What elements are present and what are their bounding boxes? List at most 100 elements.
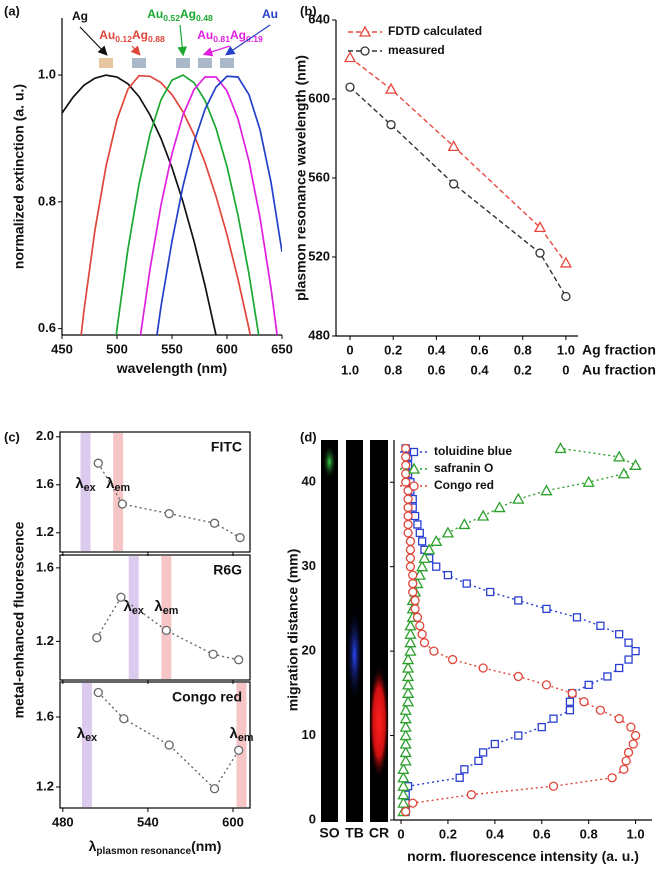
legend-label: FDTD calculated — [388, 24, 482, 38]
marker — [209, 784, 220, 794]
annotation-arrow — [79, 26, 108, 56]
marker — [432, 562, 441, 571]
legend-marker — [360, 46, 370, 56]
x-tick-label: 650 — [271, 341, 293, 356]
marker — [549, 714, 558, 723]
marker — [462, 579, 471, 588]
marker — [386, 120, 396, 130]
marker — [478, 663, 488, 673]
marker — [619, 764, 629, 774]
peak-swatch — [176, 58, 190, 68]
marker — [535, 248, 545, 258]
marker — [401, 460, 411, 470]
series-line — [115, 74, 260, 335]
marker — [399, 712, 412, 724]
band-label: λex — [77, 725, 97, 744]
marker — [584, 680, 593, 690]
marker — [621, 756, 631, 766]
y-tick-label: 1.2 — [36, 524, 54, 539]
marker — [629, 458, 642, 470]
marker — [405, 536, 416, 546]
band-label: λem — [106, 475, 130, 494]
marker — [403, 511, 413, 521]
y-tick-label: 560 — [308, 169, 330, 184]
marker — [631, 646, 640, 656]
marker — [607, 773, 617, 783]
x-tick-label: 0 — [346, 342, 353, 357]
marker — [512, 492, 525, 504]
marker — [417, 537, 427, 546]
band — [236, 683, 247, 807]
marker — [490, 739, 500, 749]
y-tick-label: 1.6 — [36, 559, 54, 574]
marker — [486, 587, 495, 597]
y-axis-label: normalized extinction (a. u.) — [11, 84, 27, 269]
marker — [401, 653, 415, 665]
marker — [419, 638, 430, 648]
series-line — [62, 74, 217, 335]
peak-swatch — [220, 58, 234, 68]
marker — [405, 553, 416, 563]
x2-tick-label: 0.4 — [471, 362, 490, 377]
marker — [537, 722, 546, 732]
y-axis-label: metal-enhanced fluorescence — [11, 521, 27, 718]
panel-label: (d) — [300, 429, 317, 444]
gel-lanes: SO TB CR — [319, 440, 389, 841]
x-tick-label: 0 — [397, 826, 404, 841]
series-line — [349, 86, 567, 297]
series-line — [156, 75, 282, 335]
marker — [624, 655, 633, 664]
marker — [401, 686, 415, 698]
marker — [343, 51, 357, 63]
marker — [164, 740, 174, 750]
lane-band — [346, 605, 363, 705]
x-tick-label: 0.4 — [427, 342, 446, 357]
annotation-arrow — [130, 45, 141, 56]
series-line — [139, 76, 278, 335]
band-label: λem — [230, 725, 254, 744]
marker — [614, 714, 624, 724]
marker — [401, 661, 415, 673]
x-tick-label: 550 — [161, 341, 183, 356]
y-tick-label: 2.0 — [36, 428, 54, 443]
x2-tick-label: 0.8 — [384, 362, 402, 377]
x-tick-label: 0.6 — [533, 826, 551, 841]
series-annotation: Ag — [72, 9, 88, 23]
band — [161, 556, 172, 679]
x-axis-label: Ag fraction — [582, 342, 656, 358]
marker — [430, 534, 443, 546]
lane — [321, 440, 338, 822]
series-annotation: Au0.52Ag0.48 — [147, 7, 213, 23]
marker — [474, 756, 483, 766]
legend-marker — [409, 481, 419, 491]
marker — [92, 633, 102, 643]
y-axis-label: migration distance (mm) — [285, 549, 301, 712]
legend-label: Congo red — [434, 478, 494, 492]
marker — [235, 532, 245, 543]
marker — [117, 499, 128, 509]
x2-tick-label: 1.0 — [341, 362, 359, 377]
marker — [403, 486, 413, 496]
marker — [397, 779, 410, 791]
marker — [443, 570, 453, 580]
band-label: λex — [124, 598, 144, 617]
marker — [455, 773, 464, 782]
peak-swatch — [99, 58, 113, 68]
marker — [404, 619, 417, 631]
y-tick-label: 30 — [302, 558, 316, 573]
marker — [513, 671, 523, 682]
marker — [408, 798, 418, 808]
y-tick-label: 1.2 — [36, 633, 54, 648]
marker — [441, 526, 455, 538]
y-tick-label: 40 — [302, 474, 316, 489]
y-tick-label: 1.6 — [36, 476, 54, 491]
marker — [403, 528, 413, 538]
panel-label: (a) — [4, 3, 20, 18]
y-axis-label: plasmon resonance wavelength (nm) — [293, 55, 309, 301]
annotation-arrow — [202, 45, 231, 57]
marker — [401, 670, 415, 682]
y-tick-label: 1.2 — [36, 778, 54, 793]
marker — [384, 82, 398, 94]
marker — [403, 502, 413, 513]
